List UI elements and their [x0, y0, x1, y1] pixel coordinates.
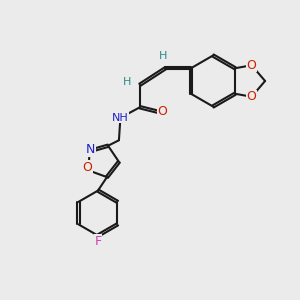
Text: H: H — [123, 77, 131, 87]
Text: H: H — [159, 51, 167, 61]
Text: NH: NH — [112, 113, 129, 123]
Text: O: O — [247, 90, 256, 103]
Text: O: O — [158, 105, 167, 118]
Text: O: O — [247, 59, 256, 72]
Text: F: F — [94, 235, 101, 248]
Text: N: N — [86, 143, 96, 156]
Text: O: O — [82, 161, 92, 174]
